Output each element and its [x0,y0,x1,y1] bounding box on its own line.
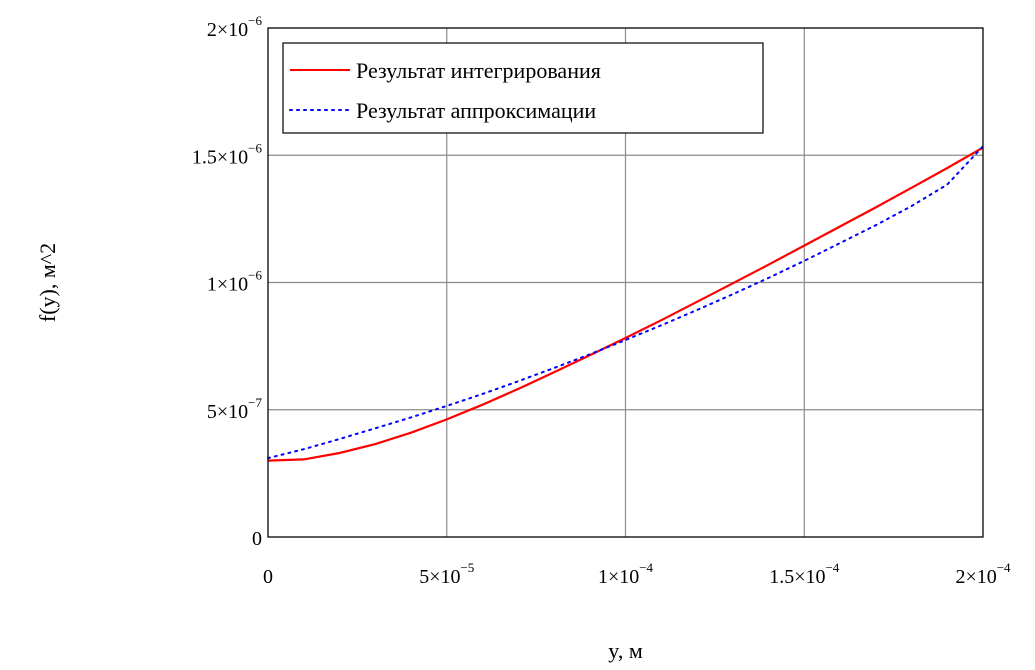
y-tick-label: 1×10−6 [207,268,263,296]
y-tick-label: 1.5×10−6 [192,140,263,168]
x-axis-title: y, м [608,638,643,663]
y-axis-title: f(y), м^2 [35,243,60,322]
x-tick-label: 1×10−4 [598,560,654,588]
series-line-integration [267,146,984,462]
legend-label-integration: Результат интегрирования [356,58,601,83]
plot-frame [267,27,984,538]
y-tick-label: 2×10−6 [207,13,263,41]
y-tick-labels: 0 5×10−7 1×10−6 1.5×10−6 2×10−6 [192,13,263,550]
x-tick-label: 0 [263,566,273,588]
legend-box [282,42,764,134]
series-layer [267,145,984,462]
legend: Результат интегрирования Результат аппро… [282,42,764,134]
y-tick-label: 0 [252,528,262,550]
y-tick-label: 5×10−7 [207,395,263,423]
x-tick-labels: 0 5×10−5 1×10−4 1.5×10−4 2×10−4 [263,560,1011,588]
legend-label-approximation: Результат аппроксимации [356,98,596,123]
x-tick-label: 2×10−4 [955,560,1011,588]
series-line-approximation [267,145,984,460]
x-tick-label: 5×10−5 [419,560,474,588]
x-tick-label: 1.5×10−4 [769,560,840,588]
